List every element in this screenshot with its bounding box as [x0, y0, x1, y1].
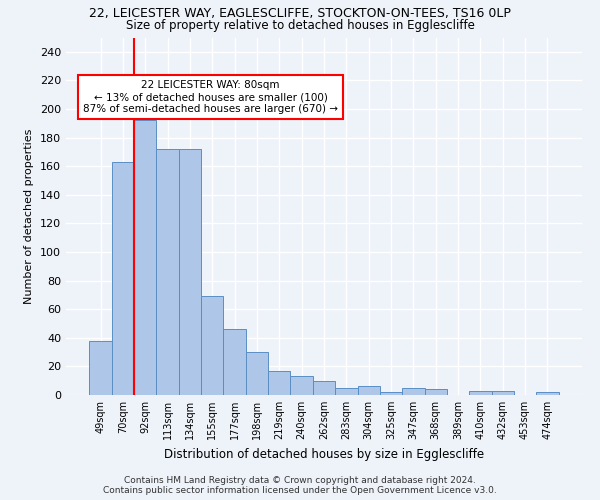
Bar [268, 370, 290, 395]
Text: 22 LEICESTER WAY: 80sqm
← 13% of detached houses are smaller (100)
87% of semi-d: 22 LEICESTER WAY: 80sqm ← 13% of detache… [83, 80, 338, 114]
Bar [536, 392, 559, 395]
Bar [290, 376, 313, 395]
Bar [134, 120, 157, 395]
Bar [223, 329, 246, 395]
Bar [380, 392, 402, 395]
Bar [179, 149, 201, 395]
Bar [469, 390, 491, 395]
Text: Size of property relative to detached houses in Egglescliffe: Size of property relative to detached ho… [125, 18, 475, 32]
Y-axis label: Number of detached properties: Number of detached properties [25, 128, 34, 304]
Bar [358, 386, 380, 395]
Bar [89, 340, 112, 395]
Text: Contains HM Land Registry data © Crown copyright and database right 2024.
Contai: Contains HM Land Registry data © Crown c… [103, 476, 497, 495]
Bar [491, 390, 514, 395]
Bar [246, 352, 268, 395]
Bar [112, 162, 134, 395]
X-axis label: Distribution of detached houses by size in Egglescliffe: Distribution of detached houses by size … [164, 448, 484, 460]
Bar [425, 390, 447, 395]
Text: 22, LEICESTER WAY, EAGLESCLIFFE, STOCKTON-ON-TEES, TS16 0LP: 22, LEICESTER WAY, EAGLESCLIFFE, STOCKTO… [89, 8, 511, 20]
Bar [313, 380, 335, 395]
Bar [157, 149, 179, 395]
Bar [402, 388, 425, 395]
Bar [201, 296, 223, 395]
Bar [335, 388, 358, 395]
